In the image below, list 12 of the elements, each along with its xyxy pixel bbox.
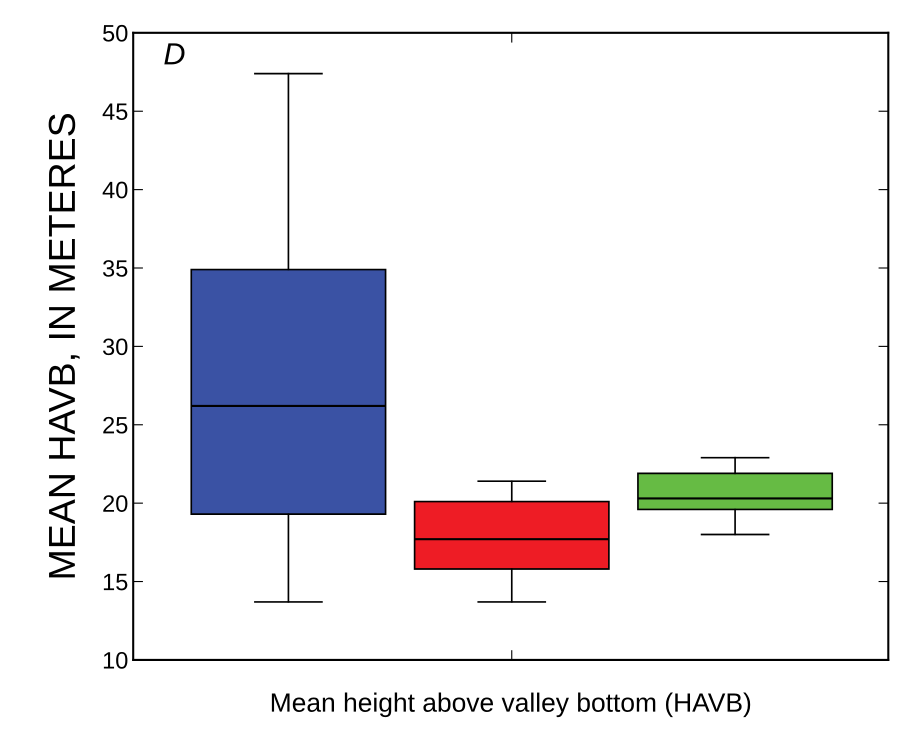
- y-tick-label: 30: [102, 338, 128, 356]
- y-tick-label: 25: [103, 416, 128, 434]
- y-tick-label: 15: [104, 574, 128, 590]
- y-axis-title: MEAN HAVB, IN METERES: [48, 114, 80, 578]
- x-axis-title: Mean height above valley bottom (HAVB): [272, 692, 750, 718]
- y-tick-label: 45: [102, 104, 128, 120]
- y-tick-label: 50: [103, 24, 128, 42]
- y-tick-label: 20: [103, 495, 128, 512]
- y-tick-label: 35: [102, 260, 128, 277]
- annotation: D: [164, 43, 184, 64]
- y-tick-label: 40: [102, 182, 128, 198]
- y-tick-label: 10: [104, 652, 128, 669]
